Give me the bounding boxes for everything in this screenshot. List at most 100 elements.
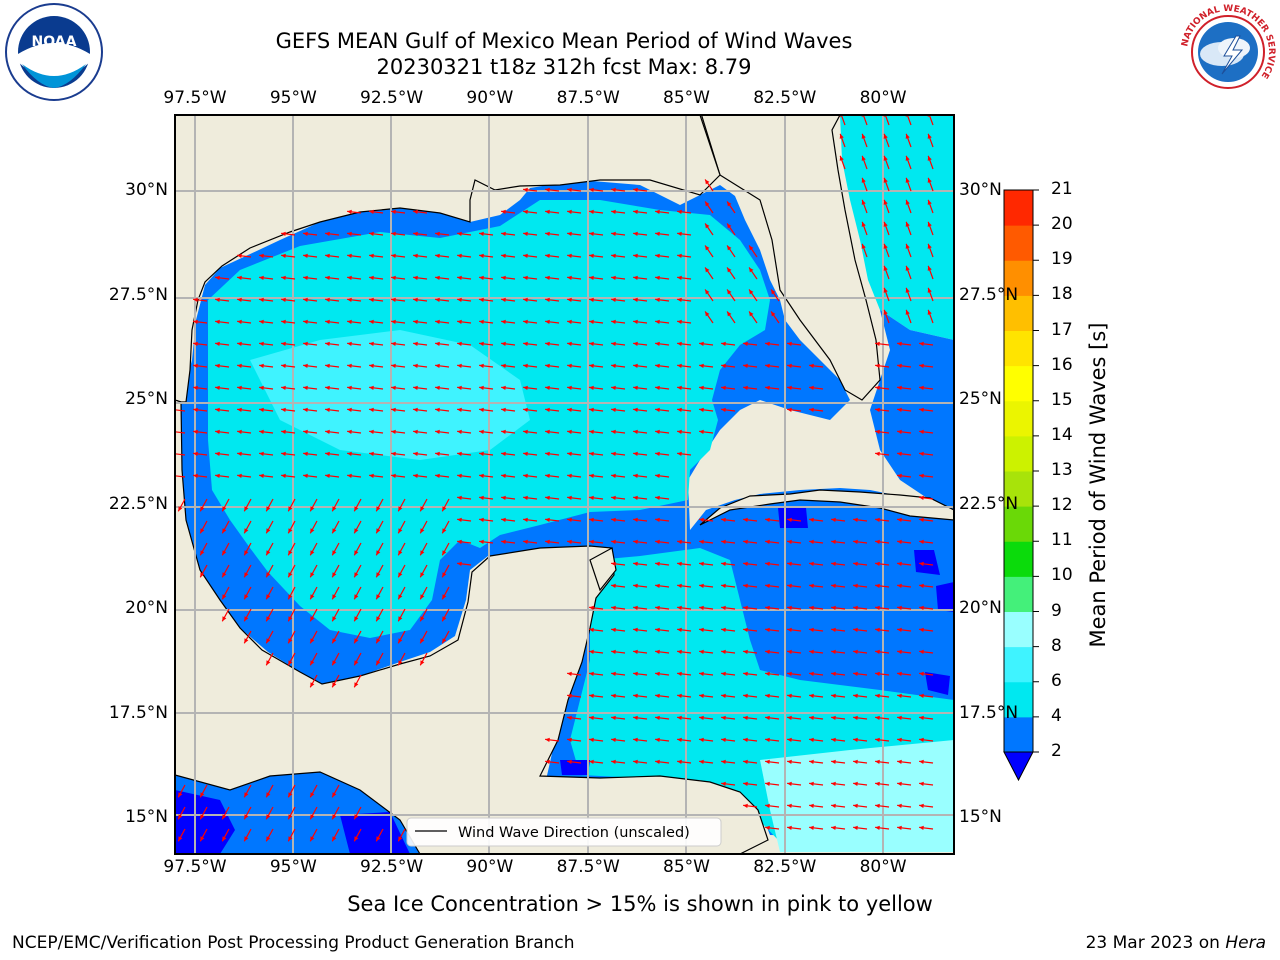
wind-wave-arrowhead <box>699 627 704 633</box>
colorbar-tick-label: 6 <box>1051 670 1062 691</box>
wind-wave-arrowhead <box>677 231 682 237</box>
wind-wave-arrowhead <box>435 473 440 479</box>
wind-wave-arrowhead <box>655 605 660 611</box>
wind-wave-arrowhead <box>743 693 748 699</box>
wind-wave-arrowhead <box>897 759 902 765</box>
wind-wave-arrowhead <box>727 223 732 229</box>
wind-wave-arrowhead <box>897 385 902 391</box>
colorbar-segment <box>1004 716 1033 753</box>
wind-wave-arrowhead <box>193 385 198 391</box>
wind-wave-arrowhead <box>831 737 836 743</box>
wind-wave-arrowhead <box>325 231 330 237</box>
wind-wave-arrowhead <box>347 363 352 369</box>
wind-wave-arrowhead <box>883 133 888 139</box>
wind-wave-arrowhead <box>589 627 594 633</box>
wind-wave-arrowhead <box>215 385 220 391</box>
wind-wave-arrowhead <box>905 287 910 293</box>
wind-wave-arrowhead <box>222 506 227 512</box>
wind-wave-arrowhead <box>721 715 726 721</box>
wind-wave-arrowhead <box>215 407 220 413</box>
x-tick-label: 97.5°W <box>163 88 227 108</box>
wind-wave-arrowhead <box>589 737 594 743</box>
producer-credit: NCEP/EMC/Verification Post Processing Pr… <box>12 933 575 953</box>
wind-wave-arrowhead <box>705 179 710 185</box>
wind-wave-arrowhead <box>288 792 293 798</box>
wind-wave-arrowhead <box>413 385 418 391</box>
wind-wave-arrowhead <box>325 319 330 325</box>
wind-wave-arrowhead <box>919 693 924 699</box>
wind-wave-arrowhead <box>501 209 506 215</box>
wind-wave-arrowhead <box>883 199 888 205</box>
wind-wave-arrowhead <box>200 572 205 578</box>
wind-wave-arrowhead <box>281 385 286 391</box>
wind-wave-arrowhead <box>391 319 396 325</box>
wind-wave-arrowhead <box>765 825 770 831</box>
wind-wave-arrowhead <box>655 583 660 589</box>
wind-wave-arrowhead <box>523 319 528 325</box>
wind-wave-arrowhead <box>420 660 425 666</box>
wind-wave-arrowhead <box>391 341 396 347</box>
wind-wave-arrowhead <box>310 638 315 644</box>
wind-wave-arrowhead <box>655 561 660 567</box>
wind-wave-arrowhead <box>310 594 315 600</box>
wind-wave-arrowhead <box>611 583 616 589</box>
wind-wave-arrowhead <box>501 297 506 303</box>
wind-wave-arrowhead <box>545 495 550 501</box>
wind-wave-arrowhead <box>721 693 726 699</box>
wind-wave-arrowhead <box>398 660 403 666</box>
wind-wave-arrowhead <box>501 231 506 237</box>
wind-wave-arrowhead <box>332 682 337 688</box>
y-tick-label: 27.5°N <box>108 284 168 305</box>
wind-wave-arrowhead <box>611 253 616 259</box>
colorbar-segment <box>1004 190 1033 226</box>
wind-wave-arrowhead <box>567 209 572 215</box>
wind-wave-arrowhead <box>376 638 381 644</box>
wind-wave-arrowhead <box>905 177 910 183</box>
wind-wave-arrowhead <box>919 803 924 809</box>
wind-wave-arrowhead <box>905 265 910 271</box>
wind-wave-arrowhead <box>897 605 902 611</box>
wind-wave-arrowhead <box>479 319 484 325</box>
x-tick-label: 85°W <box>663 88 710 108</box>
wind-wave-arrowhead <box>749 311 754 317</box>
wind-wave-arrowhead <box>259 407 264 413</box>
y-tick-label: 22.5°N <box>959 493 1019 514</box>
wind-wave-arrowhead <box>765 363 770 369</box>
colorbar-tick-label: 2 <box>1051 741 1062 761</box>
wind-wave-arrowhead <box>633 363 638 369</box>
wind-wave-arrowhead <box>325 407 330 413</box>
wind-wave-arrowhead <box>369 209 374 215</box>
wind-wave-arrowhead <box>281 275 286 281</box>
wind-wave-arrowhead <box>677 649 682 655</box>
wind-wave-arrowhead <box>787 407 792 413</box>
wind-wave-arrowhead <box>347 385 352 391</box>
wind-wave-arrowhead <box>332 594 337 600</box>
wind-wave-arrowhead <box>325 451 330 457</box>
wind-wave-arrowhead <box>875 385 880 391</box>
wind-wave-arrowhead <box>413 473 418 479</box>
wind-wave-arrowhead <box>927 243 932 249</box>
wind-wave-arrowhead <box>699 341 704 347</box>
wind-wave-arrowhead <box>611 231 616 237</box>
colorbar-tick-label: 14 <box>1051 424 1073 445</box>
x-tick-label: 82.5°W <box>753 88 817 108</box>
wind-wave-arrowhead <box>193 297 198 303</box>
wind-wave-arrowhead <box>523 473 528 479</box>
wind-wave-arrowhead <box>457 451 462 457</box>
wind-wave-arrowhead <box>699 385 704 391</box>
wind-wave-arrowhead <box>677 297 682 303</box>
wind-wave-arrowhead <box>369 407 374 413</box>
wind-wave-arrowhead <box>787 825 792 831</box>
colorbar-tick-label: 20 <box>1051 214 1073 235</box>
colorbar-segment <box>1004 506 1033 542</box>
wind-wave-arrowhead <box>193 429 198 435</box>
wind-wave-arrowhead <box>347 209 352 215</box>
wind-wave-arrowhead <box>897 693 902 699</box>
wind-wave-arrowhead <box>611 561 616 567</box>
wind-wave-arrowhead <box>325 363 330 369</box>
wind-wave-arrowhead <box>787 715 792 721</box>
wind-wave-arrowhead <box>215 297 220 303</box>
wind-wave-arrowhead <box>523 495 528 501</box>
colorbar-tick-label: 13 <box>1051 460 1073 480</box>
wind-wave-arrowhead <box>435 275 440 281</box>
